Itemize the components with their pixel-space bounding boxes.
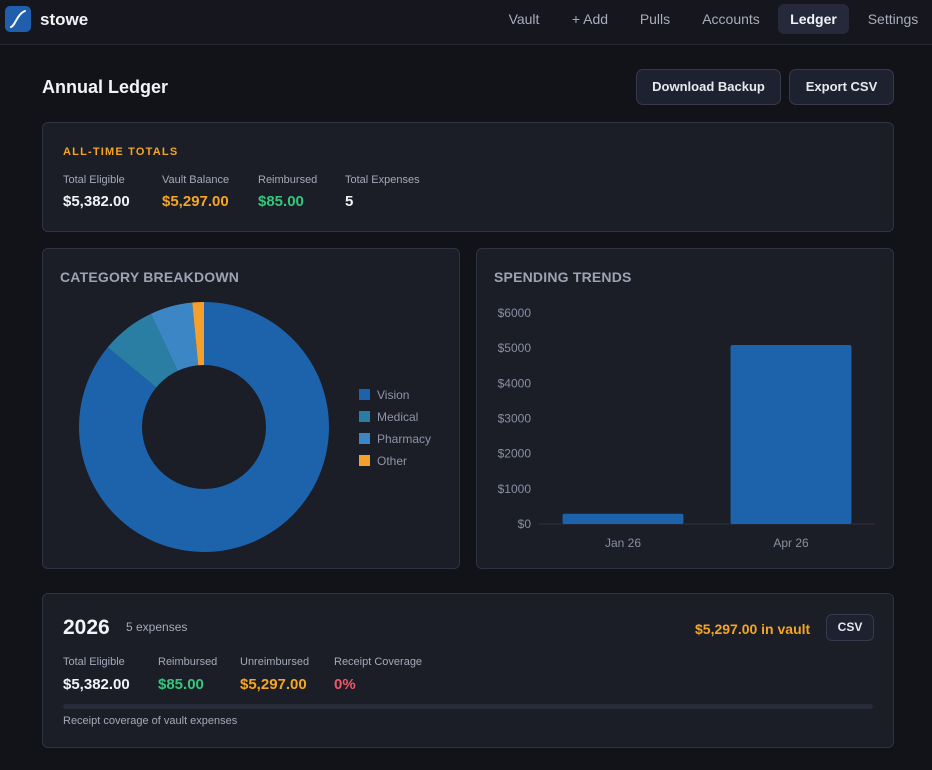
year-2026-card: 2026 5 expenses $5,297.00 in vault CSV T… [42, 593, 894, 748]
donut-slice-medical[interactable] [107, 313, 178, 388]
legend-swatch [359, 433, 370, 444]
total-expenses-value: 5 [345, 193, 354, 210]
nav-accounts[interactable]: Accounts [702, 11, 760, 27]
category-breakdown-title: CATEGORY BREAKDOWN [60, 269, 240, 285]
year-total-eligible-value: $5,382.00 [63, 676, 130, 693]
donut-slice-vision[interactable] [78, 302, 329, 552]
export-csv-button[interactable]: Export CSV [789, 69, 894, 105]
y-tick-label: $5000 [498, 341, 532, 355]
total-expenses-label: Total Expenses [345, 174, 420, 186]
nav-ledger[interactable]: Ledger [778, 4, 849, 34]
top-nav: stowe Vault + Add Pulls Accounts Ledger … [0, 0, 932, 45]
year-reimbursed-value: $85.00 [158, 676, 204, 693]
year-label: 2026 [63, 616, 110, 639]
bar-jan-26[interactable] [562, 513, 684, 524]
year-unreimbursed-label: Unreimbursed [240, 656, 310, 668]
legend-label: Other [377, 454, 408, 468]
vault-amount: $5,297.00 in vault [695, 621, 811, 637]
bar-apr-26[interactable] [730, 345, 852, 524]
spending-bar-chart: $0 $1000 $2000 $3000 $4000 $5000 $6000 Jan 26 Ap… [498, 306, 875, 550]
reimbursed-label: Reimbursed [258, 174, 318, 186]
year-csv-button[interactable]: CSV [826, 614, 874, 641]
y-tick-label: $3000 [498, 412, 532, 426]
donut-slice-other[interactable] [192, 302, 204, 366]
y-tick-label: $6000 [498, 306, 532, 320]
receipt-coverage-note: Receipt coverage of vault expenses [63, 715, 238, 727]
download-backup-button[interactable]: Download Backup [636, 69, 781, 105]
category-breakdown-card: CATEGORY BREAKDOWN Vision Medical Pharmacy… [42, 248, 460, 569]
all-time-totals-card: ALL-TIME TOTALS Total Eligible $5,382.00… [42, 122, 894, 232]
page-title: Annual Ledger [42, 77, 169, 97]
y-tick-label: $2000 [498, 447, 532, 461]
nav-add[interactable]: + Add [571, 11, 609, 27]
totals-heading: ALL-TIME TOTALS [63, 146, 179, 158]
nav-pulls[interactable]: Pulls [639, 11, 671, 27]
year-unreimbursed-value: $5,297.00 [240, 676, 307, 693]
brand-name[interactable]: stowe [40, 10, 89, 29]
legend-label: Vision [377, 388, 410, 402]
x-tick-label: Apr 26 [773, 536, 809, 550]
legend-swatch [359, 389, 370, 400]
x-tick-label: Jan 26 [605, 536, 641, 550]
legend-label: Medical [377, 410, 419, 424]
nav-vault[interactable]: Vault [508, 11, 540, 27]
category-donut-chart [78, 302, 329, 552]
nav-settings[interactable]: Settings [867, 11, 919, 27]
spending-trends-title: SPENDING TRENDS [494, 269, 632, 285]
year-total-eligible-label: Total Eligible [63, 656, 125, 668]
spending-trends-card: SPENDING TRENDS $0 $1000 $2000 $3000 $4000 $5… [476, 248, 894, 569]
vault-balance-value: $5,297.00 [162, 193, 229, 210]
reimbursed-value: $85.00 [258, 193, 304, 210]
legend-swatch [359, 411, 370, 422]
total-eligible-label: Total Eligible [63, 174, 125, 186]
stowe-logo-icon[interactable] [5, 6, 31, 32]
receipt-coverage-label: Receipt Coverage [334, 656, 423, 668]
receipt-coverage-progress [63, 704, 873, 709]
y-tick-label: $4000 [498, 376, 532, 390]
legend-label: Pharmacy [377, 432, 432, 446]
legend-swatch [359, 455, 370, 466]
receipt-coverage-value: 0% [334, 676, 356, 693]
year-reimbursed-label: Reimbursed [158, 656, 218, 668]
total-eligible-value: $5,382.00 [63, 193, 130, 210]
donut-slice-pharmacy[interactable] [150, 302, 199, 371]
vault-balance-label: Vault Balance [162, 174, 230, 186]
expense-count: 5 expenses [126, 620, 188, 634]
y-tick-label: $1000 [498, 482, 532, 496]
y-tick-label: $0 [518, 517, 532, 531]
